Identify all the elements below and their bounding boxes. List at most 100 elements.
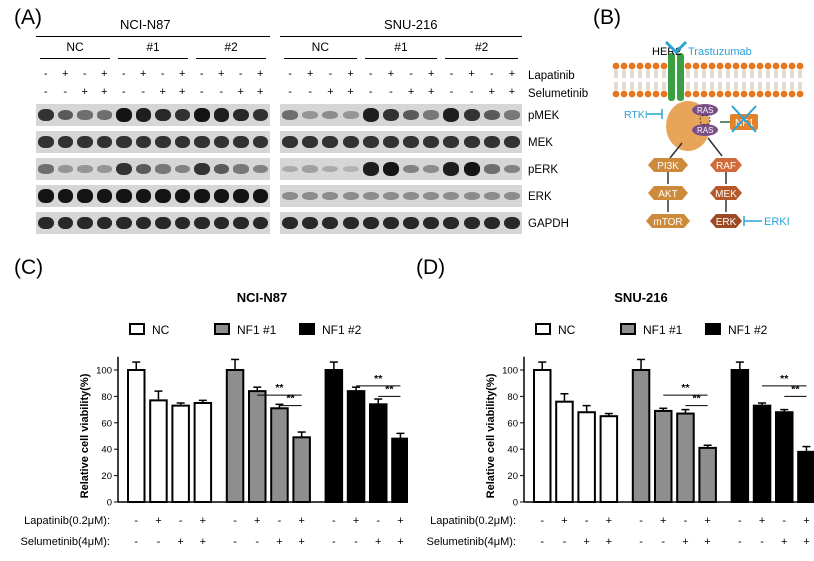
lapatinib-mark: + (347, 68, 354, 80)
legend-label-0: NC (558, 323, 576, 337)
lipid-head (620, 90, 628, 98)
lipid-head (724, 90, 732, 98)
y-tick-label: 0 (107, 498, 112, 509)
lipid-tail (702, 70, 706, 90)
group-underline (445, 58, 518, 59)
blot-strip-gapdh (280, 212, 522, 234)
bar-1-1 (248, 390, 267, 503)
blot-band (382, 135, 399, 149)
blot-band (342, 216, 359, 230)
lapatinib-mark: + (257, 68, 264, 80)
blot-band (174, 164, 190, 174)
lapatinib-mark: - (238, 68, 243, 80)
panel-label-c: (C) (14, 256, 44, 279)
mek-node (710, 186, 742, 200)
blot-band (503, 110, 520, 120)
bar-1-0 (225, 369, 245, 503)
protein-label-gapdh: GAPDH (528, 218, 569, 230)
lipid-head (740, 90, 748, 98)
blot-band (135, 189, 151, 203)
lipid-tail (694, 70, 698, 90)
lipid-head (692, 90, 700, 98)
blot-cell-line-right: SNU-216 (384, 17, 438, 32)
lipid-tail (782, 70, 786, 90)
blot-band (233, 135, 249, 149)
blot-band (483, 109, 500, 121)
lipid-tail (758, 70, 762, 90)
lapatinib-mark: - (199, 68, 204, 80)
ras-cycle-icon (699, 114, 711, 126)
bar-0-1 (555, 400, 574, 503)
chart-snu-216: SNU-216 NC NF1 #1 NF1 #2 0 20 40 60 80 100 Relativ… (427, 290, 814, 548)
mek-label: MEK (715, 189, 737, 200)
selumetinib-mark: + (407, 86, 415, 98)
blot-band (96, 165, 112, 173)
selumetinib-mark: + (428, 86, 435, 98)
selumetinib-mark: + (803, 536, 809, 548)
selumetinib-mark: - (288, 86, 292, 98)
blot-band (57, 189, 73, 203)
blot-band (57, 135, 73, 149)
lipid-head (716, 62, 724, 70)
legend-label-1: NF1 #1 (237, 323, 277, 337)
lapatinib-mark: + (298, 515, 304, 527)
lipid-head (700, 62, 708, 70)
lipid-tail (774, 70, 778, 90)
lapatinib-mark: - (179, 515, 183, 527)
blot-band (362, 135, 379, 149)
selumetinib-mark: - (63, 86, 68, 98)
lipid-tail (742, 70, 746, 90)
lipid-tail (654, 70, 658, 90)
selumetinib-mark: + (179, 86, 186, 98)
blot-band (194, 216, 210, 230)
bar-2-1 (752, 404, 772, 503)
selumetinib-mark: + (606, 536, 612, 548)
selumetinib-mark: - (639, 536, 643, 548)
selumetinib-mark: + (583, 536, 589, 548)
lapatinib-mark: + (387, 68, 395, 80)
protein-label-mek: MEK (528, 137, 553, 149)
blot-band (302, 216, 319, 230)
blot-band (116, 135, 132, 149)
blot-band (155, 135, 171, 149)
akt-node (648, 186, 688, 200)
lapatinib-mark: + (101, 68, 108, 80)
lipid-tail (622, 70, 626, 90)
blot-band (213, 108, 229, 122)
chart-title: NCI-N87 (237, 290, 288, 305)
lipid-head (652, 62, 660, 70)
blot-band (403, 135, 420, 149)
lapatinib-mark: + (140, 68, 147, 80)
blot-band (302, 111, 319, 119)
blot-band (57, 109, 73, 121)
lipid-tail (630, 70, 634, 90)
blot-band (38, 164, 54, 174)
blot-strip-mek (36, 131, 270, 153)
lipid-head (732, 62, 740, 70)
selumetinib-mark: + (257, 86, 264, 98)
bar-1-3 (292, 436, 311, 504)
erki-inhibit-icon (743, 216, 762, 226)
blot-band (382, 216, 399, 230)
blot-band (116, 189, 132, 203)
blot-band (233, 216, 249, 230)
pathway-diagram: HER2 Trastuzumab RTKI RAS RAS NF1 PI3K A… (612, 40, 804, 228)
selumetinib-mark: - (134, 536, 138, 548)
blot-band (483, 216, 500, 230)
lipid-head (756, 90, 764, 98)
y-tick-label: 40 (507, 445, 518, 456)
lipid-head (716, 90, 724, 98)
lipid-tail (662, 70, 666, 90)
blot-band (423, 164, 440, 174)
blot-band (194, 135, 210, 149)
blot-band (443, 216, 460, 230)
lipid-head (724, 62, 732, 70)
lipid-tail (734, 70, 738, 90)
cell-line-bar (36, 36, 270, 37)
bar-0-2 (577, 411, 596, 504)
blot-band (155, 189, 171, 203)
blot-band (116, 162, 132, 176)
bar-2-0 (324, 369, 344, 503)
blot-band (116, 216, 132, 230)
lapatinib-mark: + (307, 68, 314, 80)
